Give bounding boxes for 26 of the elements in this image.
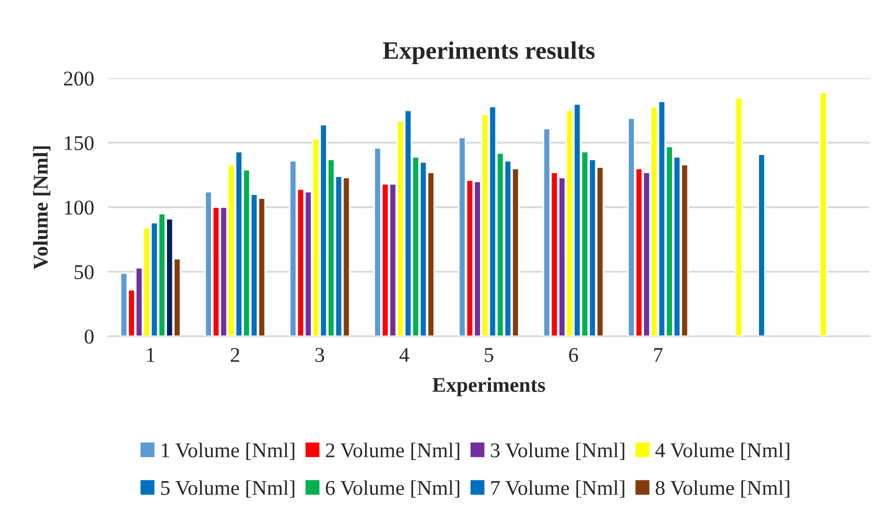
legend-label: 7 Volume [Nml] — [491, 480, 624, 498]
bar — [758, 154, 766, 336]
y-tick-label: 150 — [64, 136, 94, 150]
y-tick-label: 200 — [64, 72, 94, 86]
x-tick-label: 4 — [399, 348, 410, 362]
legend-label: 1 Volume [Nml] — [162, 442, 294, 460]
legend-label: 6 Volume [Nml] — [326, 480, 460, 498]
legend-label: 5 Volume [Nml] — [161, 480, 294, 498]
bar — [819, 92, 828, 336]
y-tick-label: 0 — [84, 330, 94, 344]
y-tick-label: 50 — [74, 265, 94, 280]
x-axis-title: Experiments — [432, 377, 546, 396]
chart-title: Experiments results — [382, 41, 595, 64]
legend-label: 4 Volume [Nml] — [655, 442, 790, 460]
y-tick-label: 100 — [64, 200, 94, 215]
y-axis-title: Volume [Nml] — [33, 146, 50, 270]
legend-label: 3 Volume [Nml] — [490, 442, 624, 460]
x-tick-label: 6 — [569, 348, 578, 362]
x-tick-label: 7 — [654, 348, 663, 362]
legend-label: 8 Volume [Nml] — [656, 480, 790, 498]
bar — [734, 96, 743, 336]
x-tick-label: 5 — [484, 348, 494, 362]
x-tick-label: 3 — [315, 348, 324, 362]
x-tick-label: 2 — [230, 348, 240, 362]
x-tick-label: 1 — [147, 348, 154, 362]
legend-label: 2 Volume [Nml] — [326, 442, 460, 460]
